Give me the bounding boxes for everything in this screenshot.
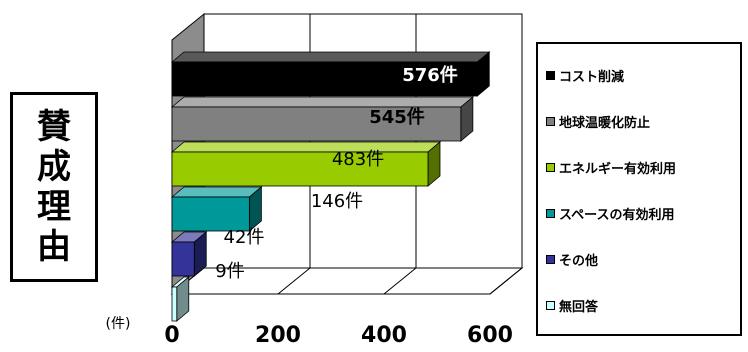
reason-label-char: 由 xyxy=(37,227,71,267)
legend-item: スペースの有効利用 xyxy=(546,204,674,223)
legend-label: エネルギー有効利用 xyxy=(559,162,677,177)
bar xyxy=(171,106,462,142)
data-label: 483件 xyxy=(332,149,384,170)
data-label: 9件 xyxy=(215,261,244,282)
chart-legend: コスト削減 地球温暖化防止 エネルギー有効利用 スペースの有効利用 その他 無回… xyxy=(536,42,742,336)
gridline xyxy=(383,267,417,295)
legend-swatch xyxy=(546,301,555,310)
bar-top xyxy=(170,186,263,198)
gridline xyxy=(489,267,523,295)
data-label: 576件 xyxy=(402,64,458,86)
bar xyxy=(171,196,250,232)
legend-label: 無回答 xyxy=(559,300,599,315)
x-tick-label: 0 xyxy=(164,323,179,348)
legend-swatch xyxy=(546,255,555,264)
x-tick-label: 400 xyxy=(361,323,407,348)
legend-label: 地球温暖化防止 xyxy=(559,116,651,131)
data-label: 146件 xyxy=(311,191,363,212)
reason-label-char: 成 xyxy=(37,147,71,187)
bar xyxy=(171,241,195,277)
legend-swatch xyxy=(546,117,555,126)
reason-label-char: 理 xyxy=(37,187,71,227)
x-tick-label: 200 xyxy=(255,323,301,348)
legend-label: コスト削減 xyxy=(559,70,625,85)
legend-swatch xyxy=(546,209,555,218)
x-tick-label: 600 xyxy=(467,323,513,348)
unit-label: (件) xyxy=(106,316,131,332)
legend-item: 地球温暖化防止 xyxy=(546,112,650,131)
legend-label: その他 xyxy=(559,254,599,269)
reason-label-char: 賛 xyxy=(37,107,71,147)
data-label: 545件 xyxy=(369,106,425,128)
bar-top xyxy=(170,141,442,153)
reason-label-box: 賛 成 理 由 xyxy=(10,92,98,282)
bar xyxy=(171,61,478,97)
legend-label: スペースの有効利用 xyxy=(559,208,675,223)
bar xyxy=(171,151,429,187)
legend-swatch xyxy=(546,163,555,172)
legend-swatch xyxy=(546,71,555,80)
legend-item: エネルギー有効利用 xyxy=(546,158,676,177)
legend-item: コスト削減 xyxy=(546,66,624,85)
bar xyxy=(171,286,178,322)
bar-top xyxy=(170,96,474,108)
legend-item: その他 xyxy=(546,250,598,269)
data-label: 42件 xyxy=(224,227,265,248)
gridline xyxy=(277,267,311,295)
bar-top xyxy=(170,51,491,63)
legend-item: 無回答 xyxy=(546,296,598,315)
